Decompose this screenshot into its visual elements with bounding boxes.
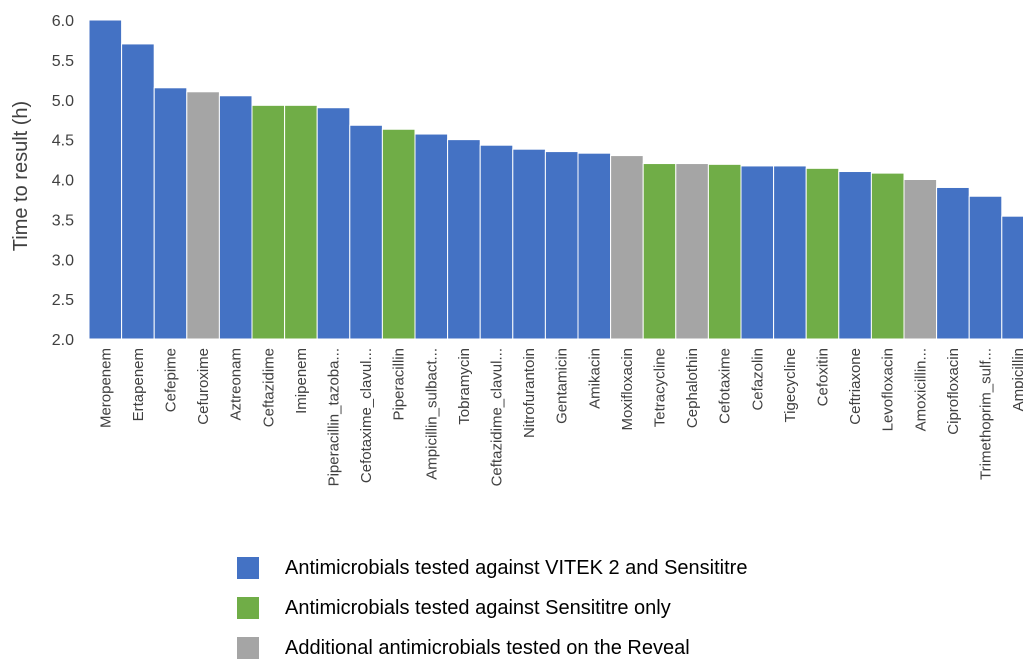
x-tick-label: Meropenem — [97, 348, 114, 428]
legend-label-vitek: Antimicrobials tested against VITEK 2 an… — [285, 556, 748, 579]
y-tick-label: 4.0 — [52, 173, 74, 190]
x-tick-label: Cefotaxime — [717, 348, 734, 424]
bar-ceftazidime — [251, 104, 286, 340]
x-tick-label: Aztreonam — [228, 348, 245, 421]
y-tick-label: 3.0 — [52, 252, 74, 269]
y-axis-ticks: 2.0 2.5 3.0 3.5 4.0 4.5 5.0 5.5 6.0 — [52, 13, 74, 349]
bar-ampicillin — [1001, 215, 1023, 340]
bar-tigecycline — [773, 165, 807, 340]
x-tick-label: Tobramycin — [456, 348, 473, 425]
bar-imipenem — [284, 104, 318, 340]
x-tick-label: Cefuroxime — [195, 348, 212, 425]
bar-tobramycin — [447, 139, 481, 340]
bar-trimethoprim-sulf — [968, 195, 1003, 340]
legend-item-vitek: Antimicrobials tested against VITEK 2 an… — [237, 548, 747, 588]
x-tick-label: Amikacin — [586, 348, 603, 409]
bar-ampicillin-sulbact — [414, 133, 449, 340]
x-tick-label: Ceftriaxone — [847, 348, 864, 425]
x-tick-label: Ciprofloxacin — [945, 348, 962, 435]
bar-cephalothin — [675, 163, 709, 340]
bar-piperacillin-tazoba — [316, 107, 351, 340]
legend-label-sensititre: Antimicrobials tested against Sensititre… — [285, 596, 671, 619]
bars — [88, 19, 1023, 340]
x-tick-label: Tetracycline — [652, 348, 669, 427]
x-tick-label: Cefotaxime_clavul... — [358, 348, 375, 483]
x-tick-label: Piperacillin_tazoba... — [326, 348, 343, 486]
bar-ceftazidime-clavul — [479, 144, 514, 340]
bar-chart: 2.0 2.5 3.0 3.5 4.0 4.5 5.0 5.5 6.0 Meropenem Ert… — [10, 13, 1023, 486]
bar-amikacin — [577, 152, 612, 340]
legend-item-sensititre: Antimicrobials tested against Sensititre… — [237, 588, 747, 628]
x-tick-label: Ertapenem — [130, 348, 147, 421]
bar-amoxicillin — [903, 179, 938, 340]
legend-item-reveal: Additional antimicrobials tested on the … — [237, 628, 747, 668]
x-tick-label: Piperacillin — [391, 348, 408, 421]
bar-cefuroxime — [186, 91, 220, 340]
bar-moxifloxacin — [610, 155, 644, 340]
bar-cefazolin — [740, 165, 775, 340]
x-tick-label: Cephalothin — [684, 348, 701, 428]
bar-cefotaxime — [707, 163, 742, 340]
x-tick-label: Imipenem — [293, 348, 310, 414]
x-tick-label: Ceftazidime_clavul... — [489, 348, 506, 486]
bar-ertapenem — [121, 43, 155, 340]
bar-ceftriaxone — [838, 171, 872, 340]
y-tick-label: 2.0 — [52, 332, 74, 349]
x-tick-label: Cefoxitin — [815, 348, 832, 406]
bar-gentamicin — [544, 151, 579, 340]
x-tick-label: Cefazolin — [749, 348, 766, 411]
x-tick-label: Ceftazidime — [260, 348, 277, 427]
bar-tetracycline — [642, 163, 677, 340]
y-axis-label: Time to result (h) — [10, 101, 32, 251]
y-tick-label: 2.5 — [52, 292, 74, 309]
x-tick-label: Moxifloxacin — [619, 348, 636, 431]
x-axis-labels: Meropenem Ertapenem Cefepime Cefuroxime Aztr… — [97, 348, 1023, 486]
x-tick-label: Ampicillin_sulbact... — [423, 348, 440, 480]
legend-swatch-sensititre — [237, 597, 259, 619]
bar-cefoxitin — [805, 167, 840, 340]
x-tick-label: Tigecycline — [782, 348, 799, 422]
bar-piperacillin — [381, 128, 416, 340]
x-tick-label: Ampicillin — [1010, 348, 1023, 411]
x-tick-label: Amoxicillin... — [912, 348, 929, 431]
bar-cefotaxime-clavul — [349, 124, 383, 340]
legend-swatch-vitek — [237, 557, 259, 579]
bar-nitrofurantoin — [512, 148, 546, 340]
x-tick-label: Gentamicin — [554, 348, 571, 424]
y-tick-label: 5.5 — [52, 53, 74, 70]
legend: Antimicrobials tested against VITEK 2 an… — [237, 548, 747, 668]
x-tick-label: Nitrofurantoin — [521, 348, 538, 438]
y-tick-label: 6.0 — [52, 13, 74, 30]
x-tick-label: Levofloxacin — [880, 348, 897, 431]
legend-swatch-reveal — [237, 637, 259, 659]
y-tick-label: 3.5 — [52, 212, 74, 229]
bar-levofloxacin — [870, 172, 905, 340]
x-tick-label: Cefepime — [163, 348, 180, 412]
bar-ciprofloxacin — [936, 186, 970, 340]
bar-cefepime — [153, 87, 188, 340]
y-tick-label: 5.0 — [52, 93, 74, 110]
y-tick-label: 4.5 — [52, 133, 74, 150]
legend-label-reveal: Additional antimicrobials tested on the … — [285, 636, 690, 659]
bar-aztreonam — [218, 95, 253, 340]
bar-meropenem — [88, 19, 123, 340]
x-tick-label: Trimethoprim_sulf... — [978, 348, 995, 480]
